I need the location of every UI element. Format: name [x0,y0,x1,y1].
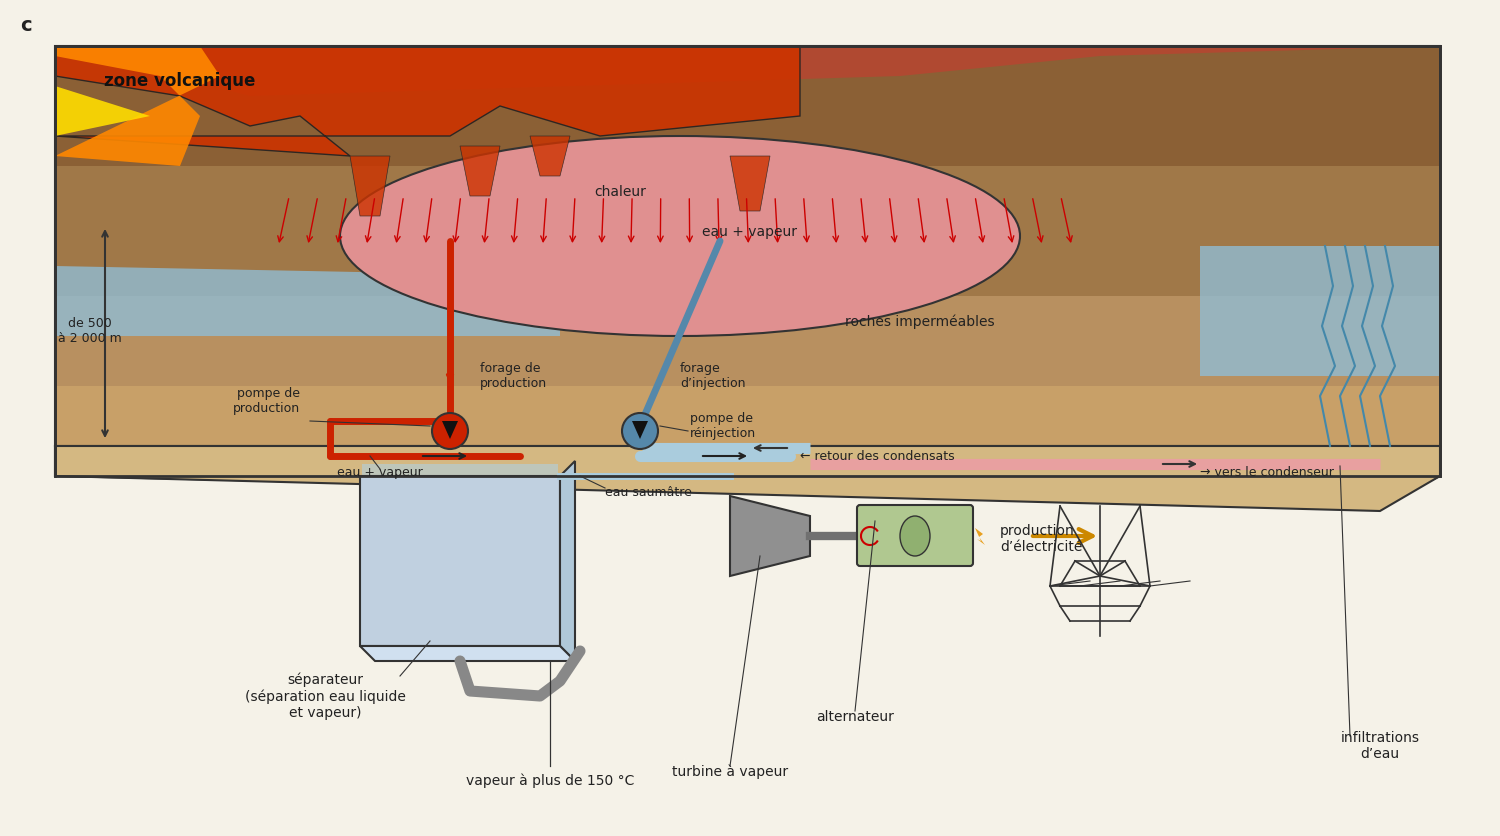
Polygon shape [56,296,1440,386]
Text: turbine à vapeur: turbine à vapeur [672,764,788,779]
Text: chaleur: chaleur [594,185,646,199]
Polygon shape [362,518,558,537]
Text: forage
d’injection: forage d’injection [680,362,746,390]
Polygon shape [362,628,558,646]
Polygon shape [460,146,500,196]
Polygon shape [56,386,1440,446]
Polygon shape [56,446,1440,506]
Text: zone volcanique: zone volcanique [105,72,255,90]
Polygon shape [362,464,558,482]
Text: forage de
production: forage de production [480,362,548,390]
Text: eau saumâtre: eau saumâtre [604,486,692,499]
Polygon shape [632,421,648,439]
Text: c: c [20,16,32,35]
Text: de 500
à 2 000 m: de 500 à 2 000 m [58,317,122,345]
Polygon shape [56,46,1440,446]
Text: ← retour des condensats: ← retour des condensats [800,450,954,463]
Polygon shape [530,136,570,176]
Polygon shape [362,573,558,591]
Text: roches imperméables: roches imperméables [844,314,994,329]
Polygon shape [56,46,1440,446]
Circle shape [432,413,468,449]
Text: eau + vapeur: eau + vapeur [338,466,423,479]
Polygon shape [360,476,560,646]
Text: vapeur à plus de 150 °C: vapeur à plus de 150 °C [466,774,634,788]
Text: séparateur
(séparation eau liquide
et vapeur): séparateur (séparation eau liquide et va… [244,672,405,720]
Polygon shape [56,446,1440,511]
Polygon shape [362,482,558,501]
Polygon shape [56,166,1440,296]
Text: eau + vapeur: eau + vapeur [702,225,798,239]
Polygon shape [56,46,220,166]
Text: pompe de
réinjection: pompe de réinjection [690,412,756,440]
Polygon shape [362,537,558,555]
Polygon shape [56,86,150,136]
Polygon shape [56,46,1440,166]
Polygon shape [975,528,986,545]
Polygon shape [362,591,558,609]
Polygon shape [56,46,800,156]
Polygon shape [730,156,770,211]
Text: → vers le condenseur: → vers le condenseur [1200,466,1334,479]
FancyBboxPatch shape [856,505,974,566]
Circle shape [622,413,658,449]
Ellipse shape [340,136,1020,336]
Polygon shape [360,646,574,661]
Text: alternateur: alternateur [816,710,894,724]
Polygon shape [362,555,558,573]
Polygon shape [362,501,558,518]
Text: production
d’électricité: production d’électricité [1000,524,1083,554]
Polygon shape [362,609,558,628]
Text: pompe de
production: pompe de production [232,387,300,415]
Polygon shape [730,496,810,576]
Polygon shape [56,46,1440,96]
Text: infiltrations
d’eau: infiltrations d’eau [1341,731,1419,761]
Ellipse shape [900,516,930,556]
Polygon shape [560,461,574,661]
Polygon shape [350,156,390,216]
Polygon shape [442,421,458,439]
Polygon shape [1200,246,1440,376]
Polygon shape [56,266,560,336]
